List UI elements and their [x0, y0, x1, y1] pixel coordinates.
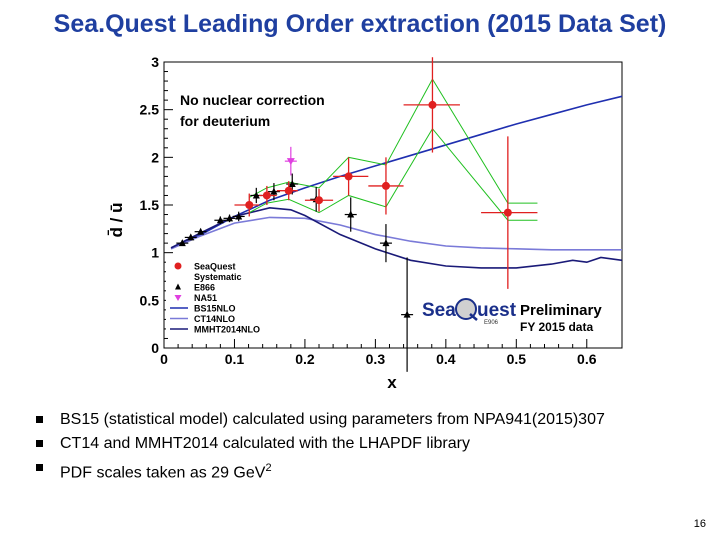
legend-label: MMHT2014NLO	[194, 325, 260, 335]
e866-point	[178, 239, 186, 247]
legend-label: BS15NLO	[194, 304, 236, 314]
series-line-mmht2014nlo	[170, 207, 623, 269]
bullet-text: BS15 (statistical model) calculated usin…	[60, 411, 605, 428]
e866-point	[197, 227, 205, 235]
legend-label: NA51	[194, 293, 217, 303]
seaquest-point	[381, 181, 390, 190]
seaquest-point	[262, 191, 271, 200]
x-tick-label: 0.3	[366, 351, 386, 367]
e866-point	[347, 210, 355, 218]
y-tick-label: 0.5	[140, 292, 160, 308]
bullet-marker	[36, 464, 43, 471]
bullet-marker	[36, 416, 43, 423]
e866-point	[403, 310, 411, 318]
legend-label: Systematic	[194, 272, 242, 282]
y-tick-label: 1	[151, 245, 159, 261]
x-tick-label: 0.5	[507, 351, 527, 367]
bullet-item-lhapdf: CT14 and MMHT2014 calculated with the LH…	[36, 432, 605, 456]
logo-sea-text: Sea	[422, 300, 456, 321]
legend-background	[166, 259, 276, 337]
legend-marker	[174, 295, 182, 301]
y-tick-label: 2.5	[140, 102, 160, 118]
logo-q-tail	[469, 313, 478, 321]
e866-point	[216, 216, 224, 224]
bullet-list: BS15 (statistical model) calculated usin…	[36, 408, 605, 482]
y-axis-label: d̄ / ū	[107, 203, 126, 238]
bullet-item-pdf-scales: PDF scales taken as 29 GeV2	[36, 456, 605, 482]
seaquest-point	[284, 186, 293, 195]
x-tick-label: 0.1	[225, 351, 245, 367]
legend-label: E866	[194, 283, 215, 293]
y-tick-label: 3	[151, 54, 159, 70]
e866-point	[252, 191, 260, 199]
chart: 0 0.1 0.2 0.3 0.4 0.5 0.600.511.522.53 d̄ / ū …	[107, 54, 623, 392]
bullet-item-statistical-model: BS15 (statistical model) calculated usin…	[36, 408, 605, 432]
y-tick-label: 1.5	[140, 197, 160, 213]
e866-point	[270, 187, 278, 195]
e866-point	[382, 239, 390, 247]
seaquest-point	[503, 208, 512, 217]
seaquest-point	[245, 201, 254, 209]
na51-point	[286, 158, 295, 166]
legend-marker	[174, 262, 182, 270]
e866-point	[226, 214, 234, 222]
y-tick-label: 2	[151, 149, 159, 165]
x-tick-label: 0.6	[577, 351, 597, 367]
e866-point	[235, 212, 243, 220]
e866-point	[288, 180, 296, 188]
chart-annotation-line-1: No nuclear correction	[180, 92, 325, 108]
logo-uest-text: uest	[477, 300, 517, 321]
slide-title: Sea.Quest Leading Order extraction (2015…	[53, 10, 667, 38]
legend-label: SeaQuest	[194, 262, 236, 272]
bullet-superscript: 2	[265, 462, 272, 474]
x-tick-label: 0	[160, 351, 168, 367]
logo-sub-text: E906	[484, 320, 499, 326]
x-tick-label: 0.2	[295, 351, 315, 367]
series-line-ct14nlo	[170, 216, 622, 251]
dataset-label: FY 2015 data	[520, 320, 593, 334]
seaquest-logo: Sea uest E906 Preliminary FY 2015 data	[422, 298, 602, 334]
chart-annotation-line-2: for deuterium	[180, 113, 270, 129]
e866-point	[187, 233, 195, 241]
bullet-text: PDF scales taken as 29 GeV	[60, 464, 266, 482]
seaquest-point	[315, 196, 324, 205]
y-tick-label: 0	[151, 340, 159, 356]
legend-label: CT14NLO	[194, 314, 235, 324]
seaquest-point	[428, 100, 437, 109]
page-number: 16	[693, 518, 706, 530]
bullet-text: CT14 and MMHT2014 calculated with the LH…	[60, 435, 470, 452]
preliminary-label: Preliminary	[520, 302, 602, 319]
legend-marker	[175, 283, 181, 290]
x-tick-label: 0.4	[436, 351, 456, 367]
x-axis-label: x	[387, 373, 397, 392]
seaquest-point	[344, 172, 353, 181]
series-line-bs15nlo	[170, 95, 623, 249]
legend: SeaQuestSystematicE866NA51BS15NLOCT14NLO…	[166, 259, 276, 337]
bullet-marker	[36, 440, 43, 447]
